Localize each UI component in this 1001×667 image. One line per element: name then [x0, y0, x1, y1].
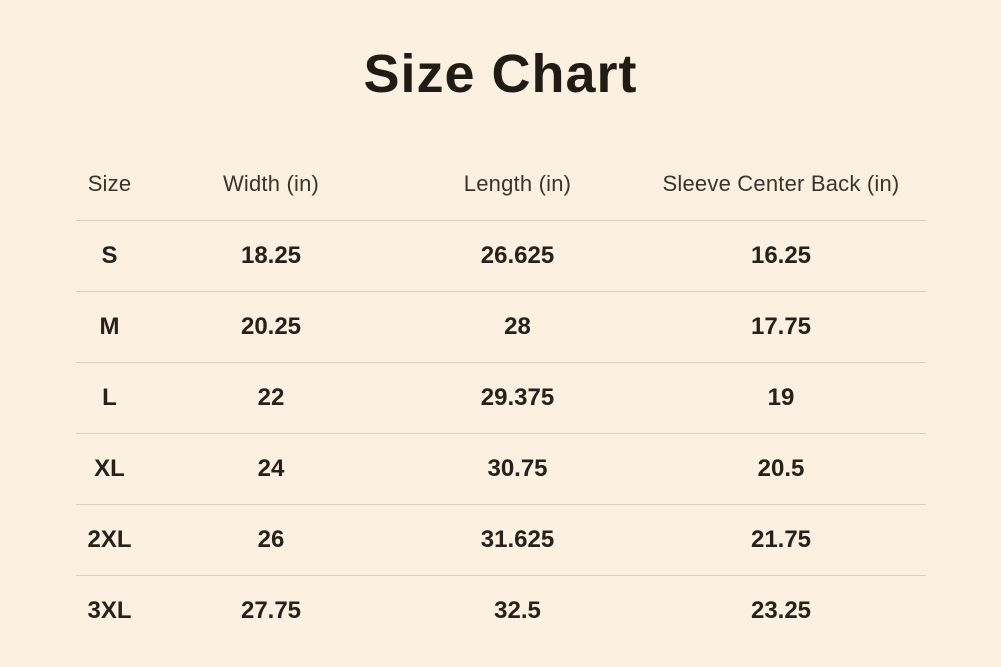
column-header-size: Size — [87, 171, 132, 196]
length-cell: 32.5 — [494, 597, 541, 624]
size-cell: M — [99, 313, 120, 340]
table-row: M 20.25 28 17.75 — [75, 291, 926, 363]
table-row: XL 24 30.75 20.5 — [75, 433, 926, 505]
width-cell: 22 — [257, 384, 285, 411]
width-cell: 26 — [257, 526, 285, 553]
column-header-length: Length (in) — [463, 171, 572, 196]
header-row: Size Width (in) Length (in) Sleeve Cente… — [76, 148, 926, 221]
column-header-sleeve: Sleeve Center Back (in) — [662, 171, 900, 196]
table-header: Size Width (in) Length (in) Sleeve Cente… — [76, 148, 926, 221]
size-cell: XL — [94, 455, 125, 482]
sleeve-cell: 23.25 — [750, 597, 812, 624]
sleeve-cell: 16.25 — [750, 242, 812, 269]
sleeve-cell: 21.75 — [750, 526, 812, 553]
width-cell: 24 — [257, 455, 285, 482]
size-cell: S — [101, 242, 118, 269]
table-row: L 22 29.375 19 — [75, 362, 926, 434]
table-row: 2XL 26 31.625 21.75 — [75, 504, 926, 576]
size-chart-table: Size Width (in) Length (in) Sleeve Cente… — [75, 148, 926, 647]
table-row: S 18.25 26.625 16.25 — [75, 220, 926, 292]
length-cell: 30.75 — [487, 455, 548, 482]
length-cell: 28 — [504, 313, 531, 340]
length-cell: 26.625 — [480, 242, 555, 269]
width-cell: 18.25 — [240, 242, 302, 269]
length-cell: 29.375 — [480, 384, 555, 411]
width-cell: 27.75 — [240, 597, 302, 624]
page-title: Size Chart — [363, 44, 638, 104]
width-cell: 20.25 — [240, 313, 302, 340]
column-header-width: Width (in) — [222, 171, 320, 196]
sleeve-cell: 20.5 — [757, 455, 805, 482]
table-body: S 18.25 26.625 16.25 M 20.25 28 17.75 L … — [75, 220, 926, 647]
sleeve-cell: 19 — [767, 384, 795, 411]
size-cell: L — [102, 384, 117, 411]
length-cell: 31.625 — [480, 526, 555, 553]
table-row: 3XL 27.75 32.5 23.25 — [75, 575, 926, 647]
sleeve-cell: 17.75 — [750, 313, 812, 340]
size-cell: 2XL — [87, 526, 132, 553]
size-cell: 3XL — [87, 597, 132, 624]
